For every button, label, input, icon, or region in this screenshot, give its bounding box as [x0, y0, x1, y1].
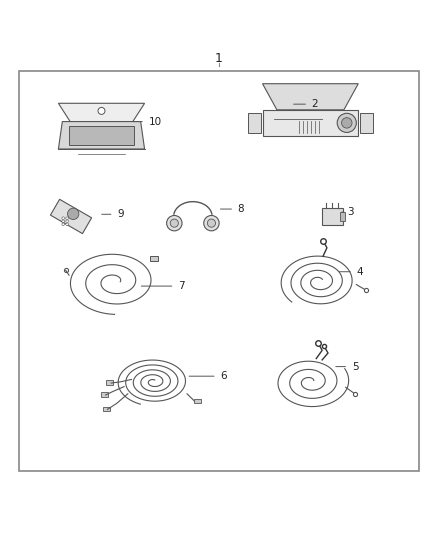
- Text: 2: 2: [312, 99, 318, 109]
- Text: 10: 10: [148, 117, 162, 126]
- FancyBboxPatch shape: [69, 126, 134, 146]
- Text: 1: 1: [215, 52, 223, 65]
- FancyBboxPatch shape: [150, 256, 158, 262]
- Circle shape: [342, 118, 352, 128]
- Circle shape: [204, 215, 219, 231]
- FancyBboxPatch shape: [102, 407, 110, 411]
- Text: 9: 9: [117, 209, 124, 219]
- Circle shape: [62, 220, 64, 223]
- Circle shape: [66, 220, 68, 223]
- Polygon shape: [58, 103, 145, 122]
- Text: 7: 7: [178, 281, 185, 291]
- Circle shape: [66, 223, 68, 225]
- FancyBboxPatch shape: [19, 71, 419, 471]
- FancyBboxPatch shape: [101, 392, 108, 397]
- Polygon shape: [262, 84, 358, 110]
- Text: 3: 3: [347, 207, 354, 217]
- Polygon shape: [58, 122, 145, 149]
- FancyBboxPatch shape: [194, 399, 201, 403]
- Text: 4: 4: [357, 266, 363, 277]
- Circle shape: [67, 208, 79, 220]
- FancyBboxPatch shape: [106, 381, 113, 385]
- FancyBboxPatch shape: [322, 208, 343, 225]
- Circle shape: [62, 223, 64, 225]
- FancyBboxPatch shape: [340, 212, 345, 221]
- FancyBboxPatch shape: [248, 113, 261, 133]
- Text: 6: 6: [220, 371, 227, 381]
- FancyBboxPatch shape: [262, 110, 358, 136]
- Circle shape: [62, 217, 64, 220]
- Circle shape: [337, 114, 357, 133]
- Circle shape: [98, 108, 105, 115]
- Circle shape: [170, 219, 178, 227]
- FancyBboxPatch shape: [360, 113, 373, 133]
- Text: 5: 5: [352, 361, 358, 372]
- Polygon shape: [50, 199, 92, 233]
- Text: 8: 8: [238, 204, 244, 214]
- Circle shape: [66, 217, 68, 220]
- Circle shape: [207, 219, 215, 227]
- Circle shape: [166, 215, 182, 231]
